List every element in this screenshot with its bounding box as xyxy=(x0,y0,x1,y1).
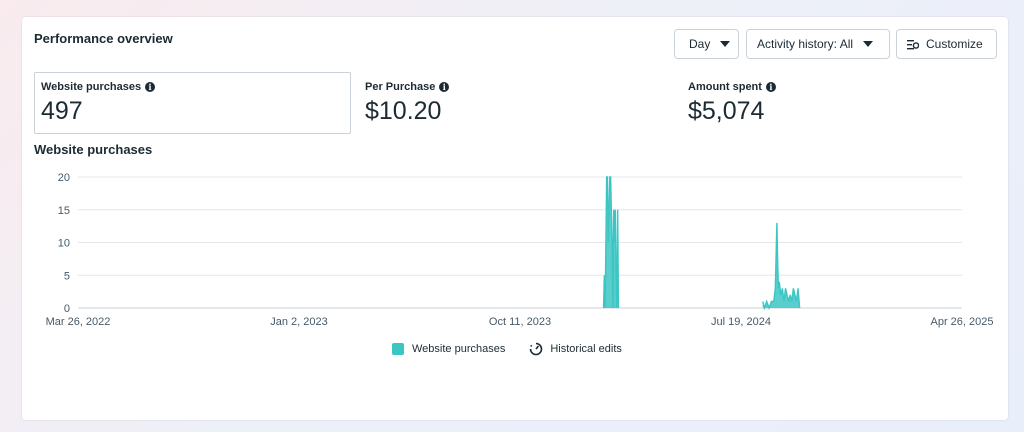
activity-history-label: Activity history: All xyxy=(757,37,854,51)
x-tick-label: Jan 2, 2023 xyxy=(270,316,328,328)
series-line xyxy=(602,176,620,309)
y-tick-label: 0 xyxy=(64,303,70,315)
x-tick-label: Jul 19, 2024 xyxy=(711,316,771,328)
x-tick-label: Apr 26, 2025 xyxy=(931,316,994,328)
info-icon[interactable]: i xyxy=(765,82,776,92)
info-icon[interactable]: i xyxy=(439,82,450,92)
series-line xyxy=(762,222,801,311)
legend-swatch xyxy=(392,343,404,355)
x-tick-label: Oct 11, 2023 xyxy=(489,316,551,328)
legend-item-edits[interactable]: Historical edits xyxy=(529,342,622,356)
metric-value: 497 xyxy=(41,97,83,125)
legend-item-purchases[interactable]: Website purchases xyxy=(392,343,505,355)
legend-label: Historical edits xyxy=(550,343,622,355)
x-tick-label: Mar 26, 2022 xyxy=(46,316,111,328)
metric-value: $5,074 xyxy=(688,97,765,125)
historical-edits-icon xyxy=(530,342,543,356)
performance-card: Performance overview Day Activity histor… xyxy=(22,17,1008,420)
metric-label: Website purchases xyxy=(41,81,142,93)
legend-label: Website purchases xyxy=(412,343,506,355)
activity-history-dropdown[interactable]: Activity history: All xyxy=(746,29,890,59)
metric-per-purchase[interactable]: Per Purchase i $10.20 xyxy=(358,72,658,134)
y-tick-label: 5 xyxy=(64,270,70,282)
y-tick-label: 15 xyxy=(58,205,70,217)
caret-down-icon xyxy=(863,41,874,47)
metric-label: Amount spent xyxy=(688,81,762,93)
caret-down-icon xyxy=(720,41,731,47)
info-icon[interactable]: i xyxy=(145,82,156,92)
chart-title: Website purchases xyxy=(34,142,153,157)
metric-label-row: Amount spent i xyxy=(688,81,974,93)
chart-legend: Website purchases Historical edits xyxy=(392,342,646,356)
day-dropdown-label: Day xyxy=(689,37,711,51)
y-tick-label: 20 xyxy=(58,172,70,184)
customize-button[interactable]: Customize xyxy=(896,29,997,59)
purchases-chart: 0 5 10 15 20 Mar 26, 2022 Jan 2, 2023 Oct 11, 2… xyxy=(46,172,994,328)
metric-label: Per Purchase xyxy=(365,81,436,93)
series-area xyxy=(762,222,800,308)
metric-amount-spent[interactable]: Amount spent i $5,074 xyxy=(681,72,981,134)
customize-label: Customize xyxy=(926,37,983,51)
metric-website-purchases[interactable]: Website purchases i 497 xyxy=(34,72,351,134)
page-title: Performance overview xyxy=(34,31,173,46)
customize-icon xyxy=(907,39,919,49)
metric-value: $10.20 xyxy=(365,97,442,125)
metric-label-row: Per Purchase i xyxy=(365,81,651,93)
metric-label-row: Website purchases i xyxy=(41,81,344,93)
y-tick-label: 10 xyxy=(58,238,70,250)
day-dropdown[interactable]: Day xyxy=(674,29,739,59)
